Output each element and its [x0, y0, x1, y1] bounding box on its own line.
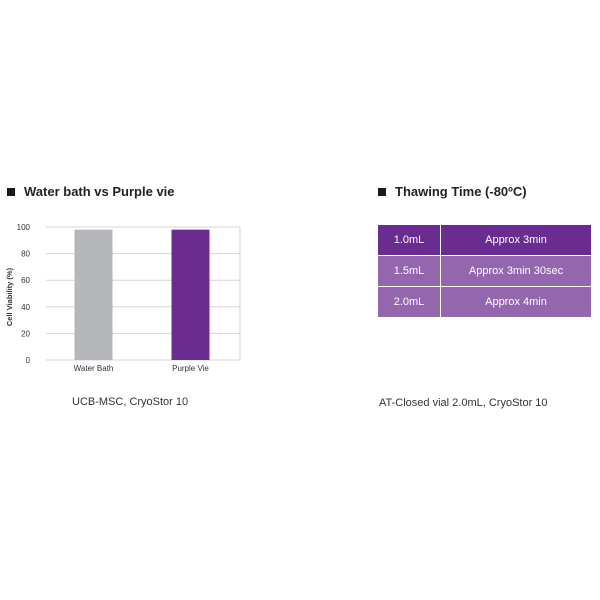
x-category-label: Purple Vie: [172, 364, 209, 373]
square-bullet-icon: [378, 187, 386, 196]
viability-bar-chart: 0 20 40 60 80 100 Water Bath Purple Vie Cell V…: [5, 223, 241, 373]
chart-heading: Water bath vs Purple vie: [7, 184, 175, 199]
bars: [74, 229, 210, 360]
table-row: 1.0mL Approx 3min: [377, 224, 592, 256]
square-bullet-icon: [7, 187, 15, 196]
volume-cell: 2.0mL: [377, 286, 441, 318]
table-heading-text: Thawing Time (-80ºC): [395, 184, 527, 199]
y-tick-label: 20: [21, 329, 30, 338]
y-tick-label: 100: [17, 223, 31, 232]
time-cell: Approx 3min 30sec: [440, 255, 592, 287]
time-cell: Approx 3min: [440, 224, 592, 256]
y-tick-label: 0: [26, 356, 31, 365]
y-tick-labels: 0 20 40 60 80 100: [17, 223, 31, 365]
chart-caption: UCB-MSC, CryoStor 10: [72, 396, 189, 408]
time-cell: Approx 4min: [440, 286, 592, 318]
thawing-time-table: 1.0mL Approx 3min 1.5mL Approx 3min 30se…: [377, 224, 592, 318]
bar-water-bath: [74, 229, 113, 360]
table-row: 2.0mL Approx 4min: [377, 286, 592, 318]
x-category-label: Water Bath: [74, 364, 114, 373]
volume-cell: 1.0mL: [377, 224, 441, 256]
table-heading: Thawing Time (-80ºC): [378, 184, 527, 199]
y-tick-label: 40: [21, 303, 30, 312]
y-axis-label: Cell Viability (%): [5, 267, 14, 326]
x-category-labels: Water Bath Purple Vie: [74, 364, 210, 373]
chart-heading-text: Water bath vs Purple vie: [24, 184, 175, 199]
table-row: 1.5mL Approx 3min 30sec: [377, 255, 592, 287]
y-tick-label: 60: [21, 276, 30, 285]
table-caption: AT-Closed vial 2.0mL, CryoStor 10: [379, 397, 548, 409]
y-tick-label: 80: [21, 250, 30, 259]
volume-cell: 1.5mL: [377, 255, 441, 287]
bar-purple-vie: [171, 229, 210, 360]
